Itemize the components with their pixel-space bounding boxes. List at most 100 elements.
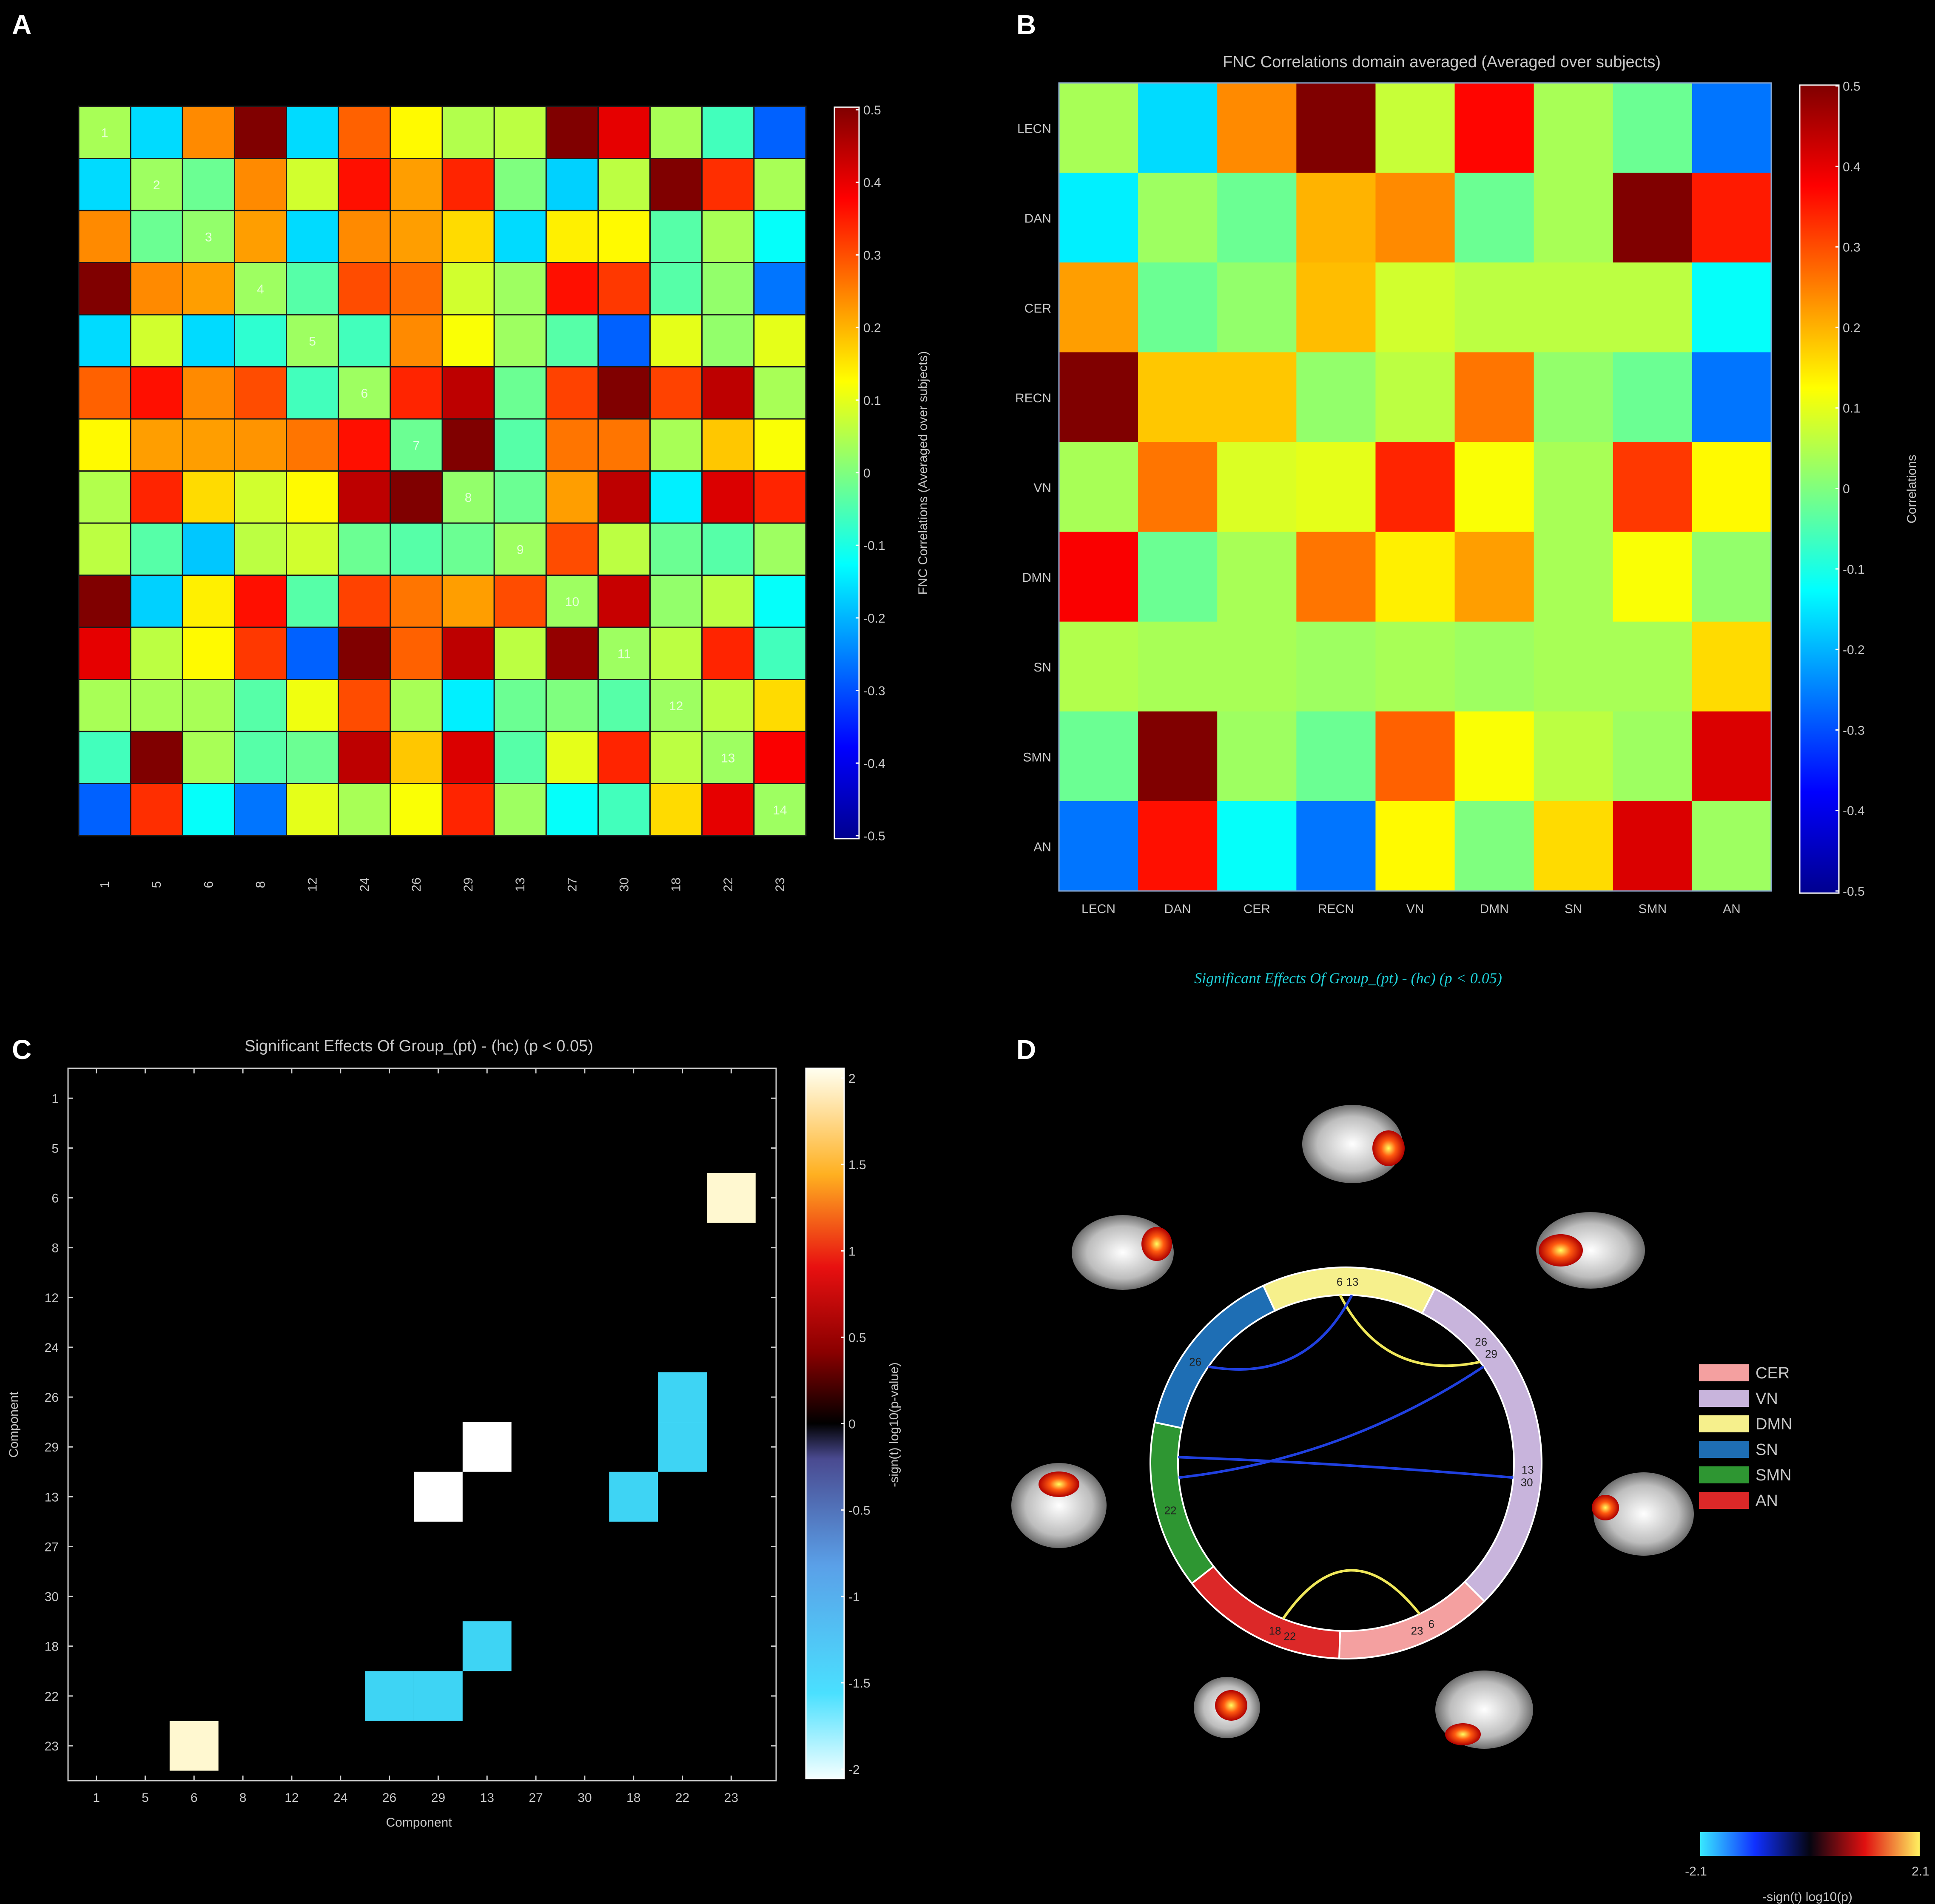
a-cell-0-12 bbox=[701, 105, 755, 159]
a-cell-11-12 bbox=[701, 679, 755, 732]
b-cell-6-6 bbox=[1534, 621, 1613, 712]
a-cell-6-5 bbox=[338, 418, 391, 472]
a-diagonal-label-4: 5 bbox=[309, 334, 316, 348]
a-x-tick-4: 12 bbox=[306, 877, 320, 891]
a-cell-12-6 bbox=[390, 731, 443, 784]
b-cell-7-3 bbox=[1296, 711, 1376, 802]
b-cell-4-1 bbox=[1138, 442, 1218, 532]
brain-thumbnail-bottom-left bbox=[1194, 1677, 1260, 1738]
b-cell-6-2 bbox=[1217, 621, 1297, 712]
b-cell-3-4 bbox=[1375, 352, 1455, 442]
a-cell-7-7 bbox=[441, 470, 495, 524]
c-cb-ticklabel-3: 0.5 bbox=[848, 1331, 866, 1345]
a-cell-1-4 bbox=[286, 158, 339, 211]
a-cell-6-8 bbox=[493, 418, 547, 472]
a-cell-10-3 bbox=[233, 626, 287, 680]
c-y-tick-6: 26 bbox=[45, 1391, 59, 1405]
a-cell-1-11 bbox=[649, 158, 703, 211]
c-y-tick-9: 27 bbox=[45, 1540, 59, 1554]
a-cell-8-12 bbox=[701, 522, 755, 576]
b-cb-ticklabel-7: -0.2 bbox=[1843, 643, 1865, 657]
a-cell-0-1 bbox=[130, 105, 183, 159]
c-y-tick-0: 1 bbox=[51, 1092, 59, 1106]
a-diagonal-label-13: 14 bbox=[773, 803, 787, 817]
a-cell-4-2 bbox=[182, 314, 235, 367]
ring-label-6: 6 bbox=[1428, 1617, 1434, 1630]
panel-letter-c: C bbox=[12, 1034, 31, 1065]
panel-c-x-tick-labels: 1 5 6 8 12 24 26 29 13 27 30 18 22 23 bbox=[93, 1791, 738, 1805]
a-cell-9-6 bbox=[390, 575, 443, 628]
a-cell-0-9 bbox=[545, 105, 599, 159]
panel-b-domain-matrix: FNC Correlations domain averaged (Averag… bbox=[1015, 53, 1919, 987]
a-cell-5-9 bbox=[545, 366, 599, 420]
b-cell-4-4 bbox=[1375, 442, 1455, 532]
b-col-label-5: DMN bbox=[1480, 902, 1508, 916]
a-cell-6-2 bbox=[182, 418, 235, 472]
a-cb-ticklabel-9: -0.4 bbox=[863, 757, 885, 771]
a-cell-2-3 bbox=[233, 210, 287, 263]
a-diagonal-label-11: 12 bbox=[669, 699, 683, 713]
b-cell-5-6 bbox=[1534, 532, 1613, 622]
a-cell-9-1 bbox=[130, 575, 183, 628]
a-diagonal-label-9: 10 bbox=[565, 595, 579, 609]
b-col-label-8: AN bbox=[1723, 902, 1741, 916]
legend-label-cer: CER bbox=[1756, 1364, 1790, 1382]
b-cell-8-7 bbox=[1613, 801, 1693, 891]
b-cb-ticklabel-1: 0.4 bbox=[1843, 160, 1861, 174]
a-x-tick-7: 29 bbox=[461, 877, 475, 891]
a-cell-8-0 bbox=[78, 522, 131, 576]
c-y-tick-13: 23 bbox=[45, 1739, 59, 1753]
a-x-tick-6: 26 bbox=[410, 877, 424, 891]
a-cell-2-13 bbox=[753, 210, 807, 263]
a-cell-5-8 bbox=[493, 366, 547, 420]
a-cell-7-11 bbox=[649, 470, 703, 524]
a-cell-4-3 bbox=[233, 314, 287, 367]
b-cell-8-6 bbox=[1534, 801, 1613, 891]
b-cell-5-4 bbox=[1375, 532, 1455, 622]
a-cell-11-9 bbox=[545, 679, 599, 732]
panel-c-y-axis-label: Component bbox=[7, 1392, 21, 1458]
c-cell-4 bbox=[658, 1372, 707, 1422]
a-cell-12-13 bbox=[753, 731, 807, 784]
b-cell-0-2 bbox=[1217, 83, 1297, 173]
a-cell-8-6 bbox=[390, 522, 443, 576]
a-cell-4-1 bbox=[130, 314, 183, 367]
ring-segment-smn bbox=[1150, 1421, 1215, 1585]
b-row-label-3: RECN bbox=[1015, 391, 1051, 405]
a-cell-0-7 bbox=[441, 105, 495, 159]
b-cell-0-1 bbox=[1138, 83, 1218, 173]
a-cell-13-6 bbox=[390, 783, 443, 837]
a-cell-9-11 bbox=[649, 575, 703, 628]
panel-b-colorbar-label: Correlations bbox=[1905, 455, 1919, 524]
brain-thumbnail-bottom-right bbox=[1435, 1671, 1533, 1749]
a-x-tick-13: 23 bbox=[773, 877, 787, 891]
a-cell-11-8 bbox=[493, 679, 547, 732]
c-x-tick-10: 30 bbox=[578, 1791, 592, 1805]
a-cell-8-7 bbox=[441, 522, 495, 576]
b-row-label-4: VN bbox=[1033, 481, 1051, 495]
b-cell-5-7 bbox=[1613, 532, 1693, 622]
b-col-label-4: VN bbox=[1406, 902, 1424, 916]
b-cell-2-0 bbox=[1059, 262, 1138, 353]
c-cb-ticklabel-5: -0.5 bbox=[848, 1504, 871, 1518]
a-diagonal-label-1: 2 bbox=[153, 178, 160, 192]
a-cell-11-13 bbox=[753, 679, 807, 732]
b-cell-4-0 bbox=[1059, 442, 1138, 532]
c-cell-0 bbox=[706, 1173, 756, 1223]
a-cell-4-5 bbox=[338, 314, 391, 367]
a-cell-9-4 bbox=[286, 575, 339, 628]
panel-letter-a: A bbox=[12, 9, 31, 40]
b-cell-0-7 bbox=[1613, 83, 1693, 173]
a-cell-3-11 bbox=[649, 262, 703, 316]
a-cb-ticklabel-1: 0.4 bbox=[863, 176, 881, 190]
a-cell-11-5 bbox=[338, 679, 391, 732]
b-col-label-6: SN bbox=[1565, 902, 1582, 916]
b-cell-4-7 bbox=[1613, 442, 1693, 532]
a-cell-10-0 bbox=[78, 626, 131, 680]
a-cell-3-2 bbox=[182, 262, 235, 316]
a-cell-5-6 bbox=[390, 366, 443, 420]
legend-swatch-cer bbox=[1699, 1364, 1749, 1381]
panel-a-colorbar bbox=[834, 106, 860, 840]
a-cell-13-10 bbox=[597, 783, 651, 837]
a-cell-10-13 bbox=[753, 626, 807, 680]
